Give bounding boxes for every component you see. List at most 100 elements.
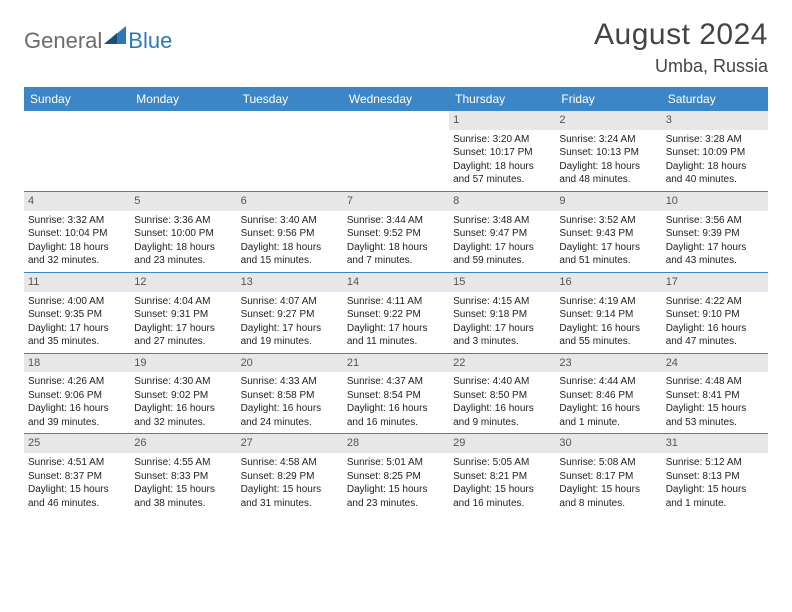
sunrise-text: Sunrise: 4:04 AM [134, 295, 232, 309]
weekday-header: Thursday [449, 87, 555, 111]
daylight-text: Daylight: 17 hours [134, 322, 232, 336]
sunrise-text: Sunrise: 5:05 AM [453, 456, 551, 470]
sunset-text: Sunset: 8:46 PM [559, 389, 657, 403]
day-number: 14 [343, 273, 449, 292]
weekday-header-row: Sunday Monday Tuesday Wednesday Thursday… [24, 87, 768, 111]
daylight-text: Daylight: 18 hours [28, 241, 126, 255]
location-label: Umba, Russia [594, 56, 768, 77]
calendar-day-cell: 10Sunrise: 3:56 AMSunset: 9:39 PMDayligh… [662, 192, 768, 272]
daylight-text: Daylight: 17 hours [241, 322, 339, 336]
day-number: 11 [24, 273, 130, 292]
daylight-text: and 11 minutes. [347, 335, 445, 349]
day-number: 9 [555, 192, 661, 211]
sunset-text: Sunset: 9:39 PM [666, 227, 764, 241]
calendar-day-cell: 19Sunrise: 4:30 AMSunset: 9:02 PMDayligh… [130, 354, 236, 434]
day-number: 28 [343, 434, 449, 453]
daylight-text: Daylight: 16 hours [28, 402, 126, 416]
daylight-text: and 3 minutes. [453, 335, 551, 349]
weekday-header: Tuesday [237, 87, 343, 111]
daylight-text: Daylight: 15 hours [559, 483, 657, 497]
calendar-day-cell [237, 111, 343, 191]
calendar-day-cell: 5Sunrise: 3:36 AMSunset: 10:00 PMDayligh… [130, 192, 236, 272]
calendar-day-cell: 18Sunrise: 4:26 AMSunset: 9:06 PMDayligh… [24, 354, 130, 434]
daylight-text: Daylight: 17 hours [453, 322, 551, 336]
daylight-text: and 27 minutes. [134, 335, 232, 349]
logo-triangle-icon [104, 26, 126, 44]
sunrise-text: Sunrise: 4:22 AM [666, 295, 764, 309]
calendar-week-row: 1Sunrise: 3:20 AMSunset: 10:17 PMDayligh… [24, 111, 768, 192]
title-block: August 2024 Umba, Russia [594, 18, 768, 77]
sunset-text: Sunset: 8:33 PM [134, 470, 232, 484]
calendar-week-row: 11Sunrise: 4:00 AMSunset: 9:35 PMDayligh… [24, 273, 768, 354]
calendar-week-row: 18Sunrise: 4:26 AMSunset: 9:06 PMDayligh… [24, 354, 768, 435]
day-number: 3 [662, 111, 768, 130]
daylight-text: and 23 minutes. [134, 254, 232, 268]
calendar-day-cell: 22Sunrise: 4:40 AMSunset: 8:50 PMDayligh… [449, 354, 555, 434]
calendar-day-cell: 12Sunrise: 4:04 AMSunset: 9:31 PMDayligh… [130, 273, 236, 353]
day-number: 12 [130, 273, 236, 292]
weeks-container: 1Sunrise: 3:20 AMSunset: 10:17 PMDayligh… [24, 111, 768, 514]
sunrise-text: Sunrise: 4:55 AM [134, 456, 232, 470]
daylight-text: and 59 minutes. [453, 254, 551, 268]
calendar-day-cell: 31Sunrise: 5:12 AMSunset: 8:13 PMDayligh… [662, 434, 768, 514]
sunrise-text: Sunrise: 3:24 AM [559, 133, 657, 147]
sunset-text: Sunset: 8:29 PM [241, 470, 339, 484]
calendar-day-cell: 25Sunrise: 4:51 AMSunset: 8:37 PMDayligh… [24, 434, 130, 514]
daylight-text: Daylight: 17 hours [28, 322, 126, 336]
day-number: 7 [343, 192, 449, 211]
sunrise-text: Sunrise: 3:20 AM [453, 133, 551, 147]
daylight-text: and 47 minutes. [666, 335, 764, 349]
daylight-text: and 1 minute. [559, 416, 657, 430]
calendar-day-cell [343, 111, 449, 191]
daylight-text: Daylight: 15 hours [134, 483, 232, 497]
calendar-day-cell: 28Sunrise: 5:01 AMSunset: 8:25 PMDayligh… [343, 434, 449, 514]
daylight-text: and 19 minutes. [241, 335, 339, 349]
sunset-text: Sunset: 9:56 PM [241, 227, 339, 241]
daylight-text: and 53 minutes. [666, 416, 764, 430]
sunrise-text: Sunrise: 4:44 AM [559, 375, 657, 389]
daylight-text: Daylight: 18 hours [134, 241, 232, 255]
calendar-day-cell: 11Sunrise: 4:00 AMSunset: 9:35 PMDayligh… [24, 273, 130, 353]
sunrise-text: Sunrise: 4:40 AM [453, 375, 551, 389]
sunrise-text: Sunrise: 3:36 AM [134, 214, 232, 228]
sunrise-text: Sunrise: 5:01 AM [347, 456, 445, 470]
calendar-day-cell: 2Sunrise: 3:24 AMSunset: 10:13 PMDayligh… [555, 111, 661, 191]
calendar-day-cell [24, 111, 130, 191]
logo: General Blue [24, 18, 172, 54]
day-number: 25 [24, 434, 130, 453]
daylight-text: and 32 minutes. [28, 254, 126, 268]
sunrise-text: Sunrise: 4:19 AM [559, 295, 657, 309]
daylight-text: and 7 minutes. [347, 254, 445, 268]
calendar-day-cell: 3Sunrise: 3:28 AMSunset: 10:09 PMDayligh… [662, 111, 768, 191]
sunrise-text: Sunrise: 4:48 AM [666, 375, 764, 389]
sunrise-text: Sunrise: 4:15 AM [453, 295, 551, 309]
calendar-day-cell [130, 111, 236, 191]
daylight-text: Daylight: 18 hours [241, 241, 339, 255]
weekday-header: Wednesday [343, 87, 449, 111]
sunrise-text: Sunrise: 5:12 AM [666, 456, 764, 470]
sunset-text: Sunset: 9:02 PM [134, 389, 232, 403]
day-number: 21 [343, 354, 449, 373]
day-number: 13 [237, 273, 343, 292]
sunrise-text: Sunrise: 3:52 AM [559, 214, 657, 228]
sunset-text: Sunset: 8:41 PM [666, 389, 764, 403]
calendar-day-cell: 15Sunrise: 4:15 AMSunset: 9:18 PMDayligh… [449, 273, 555, 353]
calendar-day-cell: 16Sunrise: 4:19 AMSunset: 9:14 PMDayligh… [555, 273, 661, 353]
daylight-text: and 39 minutes. [28, 416, 126, 430]
daylight-text: Daylight: 16 hours [134, 402, 232, 416]
calendar-week-row: 4Sunrise: 3:32 AMSunset: 10:04 PMDayligh… [24, 192, 768, 273]
sunrise-text: Sunrise: 4:37 AM [347, 375, 445, 389]
day-number: 16 [555, 273, 661, 292]
daylight-text: Daylight: 16 hours [453, 402, 551, 416]
weekday-header: Saturday [662, 87, 768, 111]
calendar-day-cell: 9Sunrise: 3:52 AMSunset: 9:43 PMDaylight… [555, 192, 661, 272]
calendar-day-cell: 6Sunrise: 3:40 AMSunset: 9:56 PMDaylight… [237, 192, 343, 272]
sunset-text: Sunset: 8:17 PM [559, 470, 657, 484]
day-number: 6 [237, 192, 343, 211]
daylight-text: and 32 minutes. [134, 416, 232, 430]
sunset-text: Sunset: 8:21 PM [453, 470, 551, 484]
daylight-text: and 24 minutes. [241, 416, 339, 430]
sunset-text: Sunset: 9:35 PM [28, 308, 126, 322]
sunrise-text: Sunrise: 4:58 AM [241, 456, 339, 470]
day-number: 1 [449, 111, 555, 130]
